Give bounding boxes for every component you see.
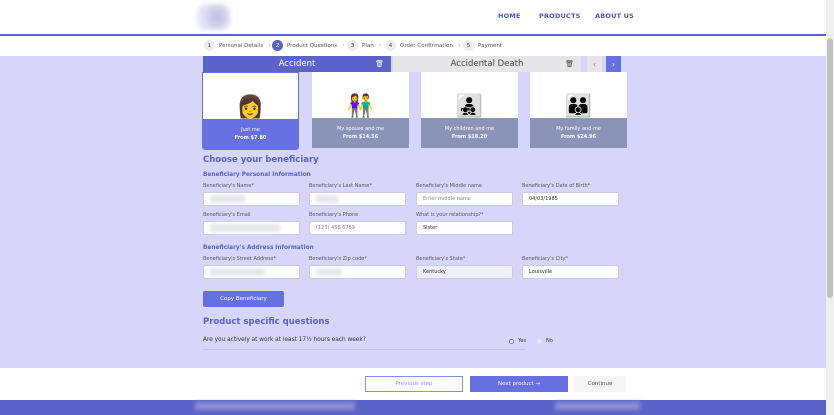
radio-label: No [546, 338, 553, 344]
trash-icon[interactable]: 🗑 [375, 60, 384, 68]
tab-prev-button[interactable]: ‹ [587, 56, 602, 72]
radio-yes[interactable]: Yes [509, 338, 526, 344]
personal-info-heading: Beneficiary Personal Information [203, 172, 311, 178]
step-label: Product Questions [287, 42, 338, 49]
chevron-right-icon: › [342, 42, 345, 49]
last-name-input[interactable] [309, 192, 406, 206]
step-1: 1 Personal Details › [204, 40, 271, 51]
step-2: 2 Product Questions › [272, 40, 345, 51]
radio-icon [537, 338, 542, 344]
logo[interactable] [197, 4, 230, 30]
beneficiary-title: Choose your beneficiary [203, 155, 319, 165]
footer-blurred [195, 402, 355, 410]
plan-card-spouse[interactable]: 👫 My spouse and me From $14.56 [312, 72, 409, 148]
email-input[interactable] [203, 221, 300, 235]
step-number: 4 [385, 40, 396, 51]
card-title: Just me [241, 127, 260, 133]
copy-beneficiary-button[interactable]: Copy Beneficiary [203, 291, 284, 307]
chevron-right-icon: › [378, 42, 382, 49]
card-price: From $24.96 [560, 134, 597, 140]
step-label: Plan [362, 42, 374, 49]
card-title: My spouse and me [336, 126, 385, 132]
last-name-label: Beneficiary's Last Name* [309, 183, 372, 189]
chevron-right-icon: › [457, 42, 461, 49]
middle-name-input[interactable]: Enter middle name [416, 192, 513, 206]
radio-icon [509, 338, 514, 344]
header [0, 0, 826, 34]
city-label: Beneficiary's City* [522, 256, 568, 262]
person-icon: 👩 [236, 95, 265, 120]
questions-title: Product specific questions [203, 317, 330, 327]
address-heading: Beneficiary's Address information [203, 245, 314, 251]
step-number: 1 [204, 40, 215, 51]
question-text: Are you actively at work at least 17½ ho… [203, 337, 366, 343]
step-5: 5 Payment [463, 40, 502, 51]
step-3: 3 Plan › [347, 40, 381, 51]
step-number: 5 [463, 40, 474, 51]
step-label: Order Confirmation [400, 42, 453, 49]
tab-next-button[interactable]: › [606, 56, 621, 72]
step-number: 2 [272, 40, 283, 51]
footer [0, 400, 826, 415]
header-divider [0, 34, 826, 36]
card-price: From $7.80 [234, 135, 267, 141]
card-title: My family and me [556, 126, 601, 132]
tab-accident[interactable]: Accident 🗑 [203, 56, 391, 72]
state-input[interactable]: Kentucky [416, 265, 513, 279]
tab-label: Accident [278, 59, 316, 69]
plan-card-children[interactable]: 👨‍👧‍👦 My children and me From $18.20 [421, 72, 518, 148]
divider [203, 349, 526, 350]
email-label: Beneficiary's Email [203, 212, 251, 218]
nav-products[interactable]: PRODUCTS [539, 12, 581, 20]
step-number: 3 [347, 40, 358, 51]
step-label: Payment [478, 42, 503, 49]
step-4: 4 Order Confirmation › [385, 40, 460, 51]
scrollbar-thumb[interactable] [827, 38, 833, 298]
state-label: Beneficiary's State* [416, 256, 466, 262]
name-label: Beneficiary's Name* [203, 183, 254, 189]
chevron-right-icon: › [268, 42, 271, 49]
card-price: From $18.20 [451, 134, 488, 140]
nav-about-us[interactable]: ABOUT US [595, 12, 635, 20]
tab-label: Accidental Death [450, 59, 524, 69]
tab-accidental-death[interactable]: Accidental Death 🗑 [393, 56, 581, 72]
scrollbar[interactable] [826, 0, 834, 415]
zip-input[interactable] [309, 265, 406, 279]
card-title: My children and me [444, 126, 495, 132]
phone-label: Beneficiary's Phone [309, 212, 359, 218]
relationship-label: What is your relationship?* [416, 212, 484, 218]
middle-name-label: Beneficiary's Middle name [416, 183, 482, 189]
nav-home[interactable]: HOME [498, 12, 521, 20]
previous-step-button[interactable]: Previous step [365, 376, 463, 392]
couple-icon: 👫 [346, 94, 375, 119]
trash-icon[interactable]: 🗑 [565, 60, 574, 68]
phone-input[interactable]: (123) 456 6789 [309, 221, 406, 235]
relationship-select[interactable]: Sister [416, 221, 513, 235]
street-label: Beneficiary's Street Address* [203, 256, 276, 262]
radio-no[interactable]: No [537, 338, 553, 344]
dob-label: Beneficiary's Date of Birth* [522, 183, 591, 189]
street-input[interactable] [203, 265, 300, 279]
continue-button[interactable]: Continue [574, 376, 626, 392]
zip-label: Beneficiary's Zip code* [309, 256, 367, 262]
next-product-button[interactable]: Next product → [470, 376, 568, 392]
children-icon: 👨‍👧‍👦 [455, 94, 484, 119]
radio-label: Yes [518, 338, 527, 344]
step-label: Personal Details [219, 42, 264, 49]
dob-input[interactable]: 04/03/1985 [522, 192, 619, 206]
footer-blurred [555, 402, 640, 410]
name-input[interactable] [203, 192, 300, 206]
plan-card-family[interactable]: 👪 My family and me From $24.96 [530, 72, 627, 148]
city-input[interactable]: Louisville [522, 265, 619, 279]
family-icon: 👪 [564, 94, 593, 119]
card-price: From $14.56 [342, 134, 379, 140]
plan-card-just-me[interactable]: 👩 Just me From $7.80 [202, 72, 299, 150]
